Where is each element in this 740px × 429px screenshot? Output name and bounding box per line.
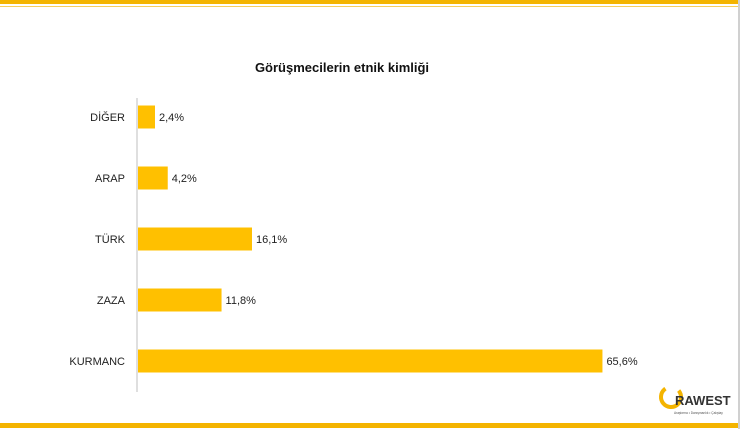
rawest-logo: RAWEST Araştırma • Danışmanlık • Çalışta… — [658, 383, 736, 419]
bar-3 — [138, 288, 222, 312]
category-label-4: KURMANC — [69, 356, 125, 368]
category-label-2: TÜRK — [95, 234, 126, 246]
rawest-logo-mark: RAWEST Araştırma • Danışmanlık • Çalışta… — [659, 385, 731, 415]
bottom-accent-rule — [0, 423, 740, 428]
bar-4 — [138, 349, 603, 373]
category-label-3: ZAZA — [97, 295, 126, 307]
category-label-1: ARAP — [95, 173, 125, 185]
bar-0 — [138, 105, 155, 129]
top-accent-thin-rule — [0, 6, 740, 7]
data-label-0: 2,4% — [159, 112, 184, 124]
data-label-2: 16,1% — [256, 234, 287, 246]
category-label-0: DİĞER — [90, 111, 125, 124]
bars-group: DİĞER 2,4% ARAP 4,2% TÜRK 16,1% ZAZA 11,8% KURMA… — [69, 105, 638, 373]
bar-1 — [138, 166, 168, 190]
right-edge — [738, 0, 740, 429]
bar-2 — [138, 227, 252, 251]
top-accent-rule — [0, 0, 740, 4]
data-label-1: 4,2% — [172, 173, 197, 185]
data-label-3: 11,8% — [226, 295, 257, 307]
svg-text:Araştırma • Danışmanlık • Çalı: Araştırma • Danışmanlık • Çalıştay — [674, 411, 723, 415]
chart-title: Görüşmecilerin etnik kimliği — [255, 60, 429, 75]
svg-text:RAWEST: RAWEST — [675, 393, 731, 408]
data-label-4: 65,6% — [606, 356, 637, 368]
